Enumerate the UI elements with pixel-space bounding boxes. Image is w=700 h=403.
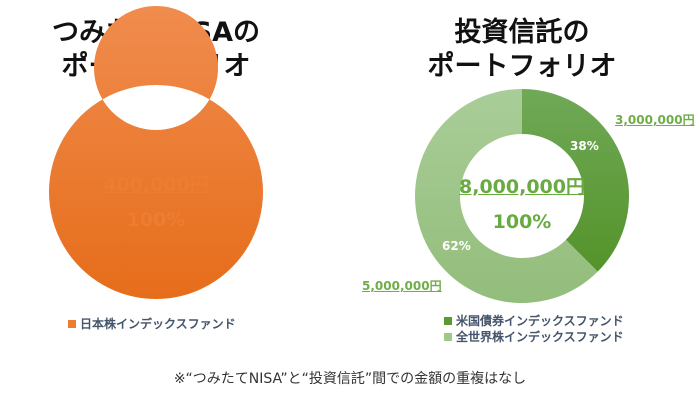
amount-label-world: 5,000,000円 <box>362 279 442 293</box>
legend-item-japan: 日本株インデックスファンド <box>68 315 236 332</box>
left-center: 400,000円 100% <box>96 170 216 231</box>
legend-swatch <box>444 316 452 325</box>
right-title: 投資信託の ポートフォリオ <box>366 16 678 84</box>
legend-label: 全世界株インデックスファンド <box>456 330 624 344</box>
left-center-amount: 400,000円 <box>103 174 209 196</box>
legend-item-world: 全世界株インデックスファンド <box>444 328 624 345</box>
left-center-percent: 100% <box>126 209 186 231</box>
right-title-line2: ポートフォリオ <box>427 51 617 82</box>
legend-swatch <box>444 332 452 341</box>
legend-item-bonds: 米国債券インデックスファンド <box>444 312 624 329</box>
right-title-line1: 投資信託の <box>454 17 590 48</box>
right-center-percent: 100% <box>492 211 552 233</box>
legend-label: 日本株インデックスファンド <box>80 317 236 331</box>
donut-slice-trust-0 <box>522 89 629 272</box>
slice-label-38: 38% <box>570 139 599 153</box>
donut-slice-nisa-0 <box>48 5 263 299</box>
slice-label-62: 62% <box>442 239 471 253</box>
amount-label-bonds: 3,000,000円 <box>615 113 695 127</box>
footnote: ※“つみたてNISA”と“投資信託”間での金額の重複はなし <box>173 371 527 387</box>
right-center-amount: 8,000,000円 <box>459 176 585 198</box>
legend-swatch <box>68 319 76 328</box>
legend-label: 米国債券インデックスファンド <box>456 314 624 328</box>
donut-slice-trust-1 <box>414 89 598 304</box>
right-center: 8,000,000円 100% <box>457 172 587 233</box>
